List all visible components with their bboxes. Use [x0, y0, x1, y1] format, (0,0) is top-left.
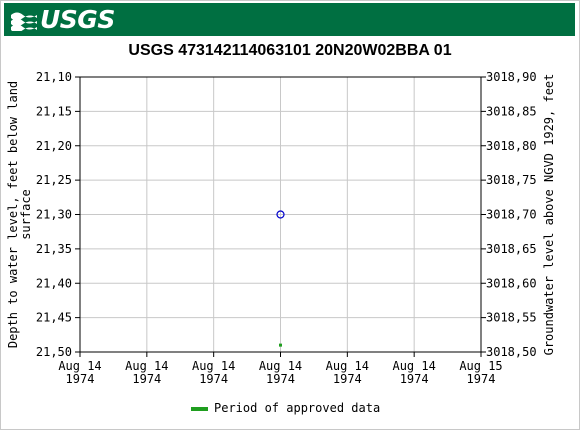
x-tick-year: 1974 [199, 372, 228, 386]
data-point-measurement [276, 210, 285, 219]
y2-tick-label: 3018,75 [486, 173, 537, 187]
x-tick-year: 1974 [66, 372, 95, 386]
y-tick-label: 21,25 [36, 173, 72, 187]
x-tick-year: 1974 [467, 372, 496, 386]
x-tick-label: Aug 15 [459, 359, 502, 373]
y2-tick-label: 3018,60 [486, 276, 537, 290]
y-tick-label: 21,35 [36, 242, 72, 256]
legend-swatch [191, 407, 208, 411]
y2-tick-label: 3018,50 [486, 345, 537, 359]
y2-tick-label: 3018,90 [486, 70, 537, 84]
y-tick-label: 21,10 [36, 70, 72, 84]
y-tick-label: 21,45 [36, 311, 72, 325]
chart-title: USGS 473142114063101 20N20W02BBA 01 [128, 42, 452, 59]
x-tick-year: 1974 [132, 372, 161, 386]
legend-label: Period of approved data [214, 401, 381, 415]
y2-tick-label: 3018,80 [486, 139, 537, 153]
x-tick-label: Aug 14 [259, 359, 302, 373]
x-tick-label: Aug 14 [192, 359, 235, 373]
y2-tick-label: 3018,85 [486, 104, 537, 118]
y-axis-label: Depth to water level, feet below land [6, 81, 20, 348]
y2-tick-label: 3018,70 [486, 208, 537, 222]
y-tick-label: 21,40 [36, 276, 72, 290]
x-tick-label: Aug 14 [125, 359, 168, 373]
x-tick-label: Aug 14 [392, 359, 435, 373]
y2-axis-label: Groundwater level above NGVD 1929, feet [542, 74, 556, 356]
x-tick-year: 1974 [333, 372, 362, 386]
plot-border [79, 76, 482, 353]
x-tick-year: 1974 [266, 372, 295, 386]
y-tick-label: 21,50 [36, 345, 72, 359]
usgs-banner: USGS [4, 3, 575, 36]
y2-tick-label: 3018,65 [486, 242, 537, 256]
y2-tick-label: 3018,55 [486, 311, 537, 325]
x-tick-label: Aug 14 [326, 359, 369, 373]
usgs-logo-text: USGS [40, 5, 115, 34]
x-tick-year: 1974 [400, 372, 429, 386]
usgs-wave-icon [11, 12, 37, 31]
y-tick-label: 21,15 [36, 104, 72, 118]
y-tick-label: 21,20 [36, 139, 72, 153]
data-point-approved [279, 343, 282, 347]
y-axis-label-line2: surface [19, 189, 33, 240]
x-tick-label: Aug 14 [58, 359, 101, 373]
y-tick-label: 21,30 [36, 208, 72, 222]
